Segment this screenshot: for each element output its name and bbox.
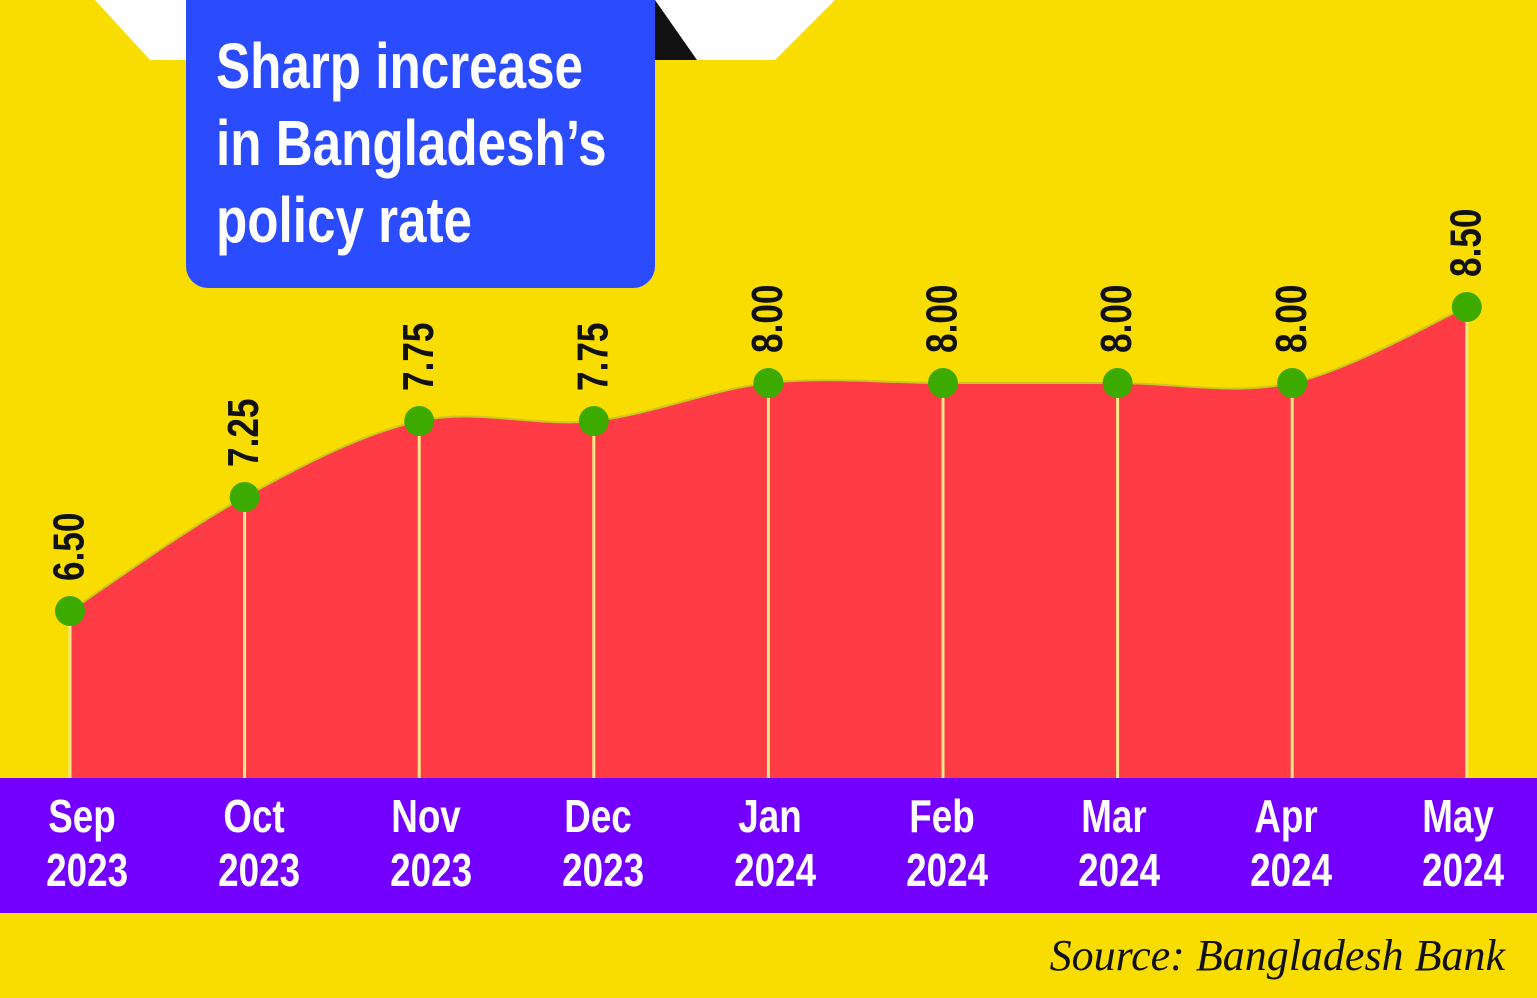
marker — [928, 368, 958, 398]
top-corner — [655, 0, 697, 60]
value-label: 8.00 — [743, 285, 792, 353]
marker — [1102, 368, 1133, 398]
marker — [1451, 292, 1482, 322]
marker — [753, 368, 784, 398]
marker — [404, 406, 435, 436]
category-band — [0, 778, 1537, 913]
title-box — [186, 0, 655, 288]
value-label: 8.50 — [1442, 209, 1491, 277]
chart-title: policy rate — [216, 186, 472, 257]
value-label: 7.75 — [394, 323, 443, 391]
x-tick-label: Oct 2023 — [208, 790, 300, 896]
marker — [1277, 368, 1308, 398]
x-tick-label: Dec 2023 — [552, 790, 644, 896]
marker — [229, 482, 260, 512]
marker — [578, 406, 609, 436]
x-tick-label: Mar 2024 — [1068, 790, 1160, 896]
x-tick-label: Jan 2024 — [724, 790, 816, 896]
x-tick-label: Apr 2024 — [1240, 790, 1332, 896]
source: Source: Bangladesh Bank — [1050, 931, 1507, 980]
chart-title: Sharp increase — [216, 32, 583, 103]
x-tick-label: Feb 2024 — [896, 790, 988, 896]
plot-area — [55, 292, 1482, 778]
value-label: 8.00 — [1267, 285, 1316, 353]
x-tick-label: Sep 2023 — [36, 790, 128, 896]
value-label: 7.25 — [220, 399, 269, 467]
value-label: 6.50 — [45, 513, 94, 581]
x-tick-label: Nov 2023 — [380, 790, 472, 896]
chart-title: in Bangladesh’s — [216, 109, 607, 180]
value-label: 8.00 — [918, 285, 967, 353]
marker — [55, 596, 85, 626]
value-label: 8.00 — [1093, 285, 1142, 353]
value-label: 7.75 — [569, 323, 618, 391]
x-tick-label: May 2024 — [1412, 790, 1504, 896]
